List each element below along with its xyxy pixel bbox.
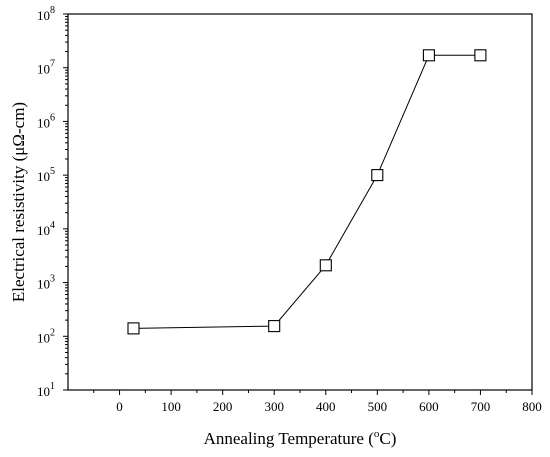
y-tick-label: 105 bbox=[37, 166, 55, 184]
y-tick-base: 10 bbox=[37, 384, 50, 399]
y-tick-base: 10 bbox=[37, 223, 50, 238]
y-tick-base: 10 bbox=[37, 8, 50, 23]
x-axis-title: Annealing Temperature (oC) bbox=[204, 428, 397, 448]
y-tick-base: 10 bbox=[37, 115, 50, 130]
x-tick-label: 700 bbox=[471, 399, 491, 414]
x-tick-label: 100 bbox=[161, 399, 181, 414]
x-tick-label: 300 bbox=[264, 399, 284, 414]
x-tick-label: 0 bbox=[116, 399, 123, 414]
y-tick-exponent: 3 bbox=[50, 274, 55, 285]
y-tick-exponent: 6 bbox=[50, 112, 55, 123]
y-tick-exponent: 7 bbox=[50, 59, 55, 70]
data-point-marker bbox=[371, 169, 384, 182]
y-tick-base: 10 bbox=[37, 169, 50, 184]
x-tick-label: 500 bbox=[368, 399, 388, 414]
x-axis-ticks: 0 100 200 300 400 500 600 700 800 bbox=[93, 390, 542, 414]
y-tick-base: 10 bbox=[37, 277, 50, 292]
data-point-marker bbox=[474, 49, 487, 62]
y-tick-label: 102 bbox=[37, 327, 55, 345]
y-tick-label: 101 bbox=[37, 381, 55, 399]
y-tick-label: 107 bbox=[37, 59, 55, 77]
x-axis-title-superscript: o bbox=[374, 428, 380, 440]
y-axis-title: Electrical resistivity (μΩ-cm) bbox=[9, 102, 28, 302]
y-tick-label: 106 bbox=[37, 112, 55, 130]
data-point-marker bbox=[268, 320, 281, 333]
data-point-marker bbox=[319, 259, 332, 272]
y-tick-exponent: 1 bbox=[50, 381, 55, 392]
x-tick-label: 600 bbox=[419, 399, 439, 414]
y-tick-base: 10 bbox=[37, 62, 50, 77]
x-tick-label: 400 bbox=[316, 399, 336, 414]
series-line bbox=[133, 54, 481, 329]
y-tick-exponent: 8 bbox=[50, 5, 55, 16]
y-tick-base: 10 bbox=[37, 330, 50, 345]
y-tick-exponent: 2 bbox=[50, 327, 55, 338]
data-point-marker bbox=[127, 322, 140, 335]
x-tick-label: 200 bbox=[213, 399, 233, 414]
y-tick-exponent: 4 bbox=[50, 220, 55, 231]
x-tick-label: 800 bbox=[522, 399, 542, 414]
y-tick-label: 103 bbox=[37, 274, 55, 292]
y-tick-label: 104 bbox=[37, 220, 55, 238]
y-tick-label: 108 bbox=[37, 5, 55, 23]
markers-group bbox=[127, 49, 487, 335]
data-point-marker bbox=[422, 49, 435, 62]
series-group bbox=[133, 54, 481, 329]
y-tick-exponent: 5 bbox=[50, 166, 55, 177]
